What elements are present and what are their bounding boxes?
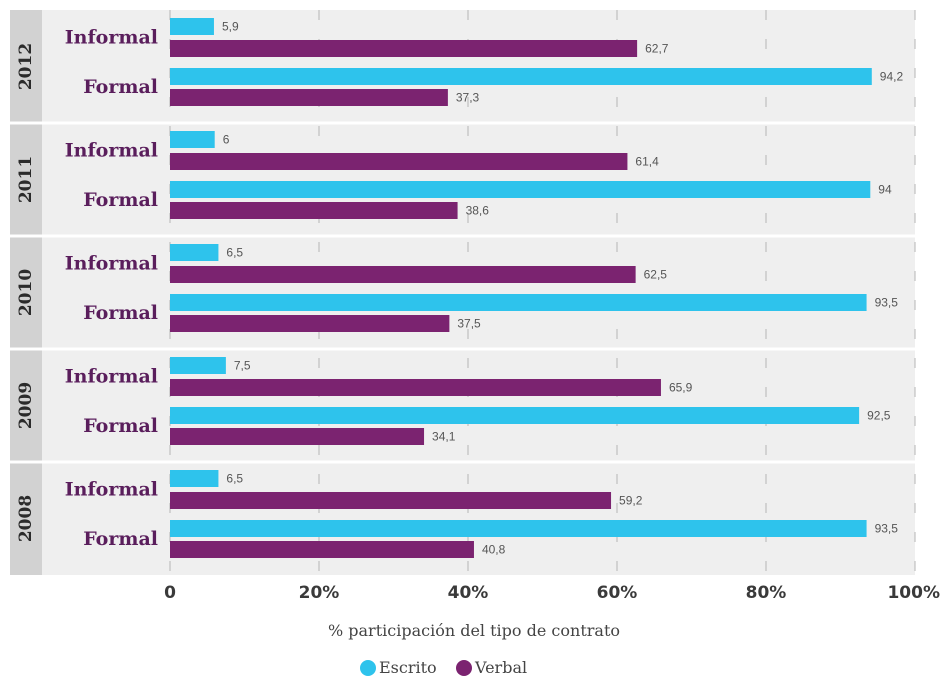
year-label: 2012 [16, 43, 36, 90]
value-label-escrito: 94,2 [880, 70, 904, 84]
bar-verbal [170, 428, 425, 445]
category-label: Formal [83, 528, 158, 550]
category-label: Formal [83, 415, 158, 437]
value-label-verbal: 65,9 [669, 381, 693, 395]
value-label-verbal: 61,4 [635, 155, 659, 169]
category-label: Informal [65, 253, 158, 275]
value-label-escrito: 93,5 [875, 296, 899, 310]
year-label: 2010 [16, 269, 36, 316]
category-label: Formal [83, 76, 158, 98]
value-label-escrito: 92,5 [867, 409, 891, 423]
value-label-escrito: 7,5 [234, 359, 251, 373]
legend-label-escrito: Escrito [379, 658, 437, 677]
bar-verbal [170, 315, 450, 332]
bar-verbal [170, 379, 661, 396]
labels: 2012 2011 2010 2009 2008 Informal 5,9 62,7 Forma… [16, 20, 903, 557]
bar-escrito [170, 68, 872, 85]
bar-verbal [170, 40, 638, 57]
bar-escrito [170, 294, 867, 311]
value-label-verbal: 38,6 [466, 204, 490, 218]
value-label-verbal: 34,1 [432, 430, 456, 444]
value-label-verbal: 62,7 [645, 42, 669, 56]
bar-verbal [170, 202, 458, 219]
category-label: Informal [65, 27, 158, 49]
value-label-verbal: 40,8 [482, 543, 506, 557]
bar-escrito [170, 18, 214, 35]
bar-escrito [170, 181, 871, 198]
bar-escrito [170, 357, 226, 374]
bar-escrito [170, 470, 219, 487]
value-label-verbal: 59,2 [619, 494, 643, 508]
tick-label: 20% [299, 583, 340, 603]
tick-label: 60% [597, 583, 638, 603]
value-label-verbal: 37,5 [457, 317, 481, 331]
value-label-escrito: 6,5 [226, 246, 243, 260]
group-band [10, 236, 915, 349]
bar-verbal [170, 153, 628, 170]
group-band [10, 10, 915, 123]
year-tab [10, 462, 42, 575]
year-label: 2008 [16, 495, 36, 542]
bar-verbal [170, 541, 474, 558]
bar-verbal [170, 266, 636, 283]
category-label: Informal [65, 479, 158, 501]
bar-verbal [170, 492, 612, 509]
year-tab [10, 349, 42, 462]
category-label: Formal [83, 189, 158, 211]
tick-label: 100% [887, 583, 940, 603]
value-label-escrito: 94 [878, 183, 892, 197]
year-label: 2009 [16, 382, 36, 429]
group-band [10, 123, 915, 236]
value-label-verbal: 37,3 [456, 91, 480, 105]
group-band [10, 349, 915, 462]
value-label-verbal: 62,5 [644, 268, 668, 282]
tick-label: 40% [448, 583, 489, 603]
legend: Escrito Verbal [360, 658, 527, 677]
value-label-escrito: 6 [223, 133, 230, 147]
category-label: Informal [65, 140, 158, 162]
legend-label-verbal: Verbal [474, 658, 527, 677]
x-axis: 0 20% 40% 60% 80% 100% [164, 583, 940, 603]
bars [170, 18, 872, 558]
bar-escrito [170, 407, 860, 424]
value-label-escrito: 5,9 [222, 20, 239, 34]
value-label-escrito: 93,5 [875, 522, 899, 536]
bar-escrito [170, 520, 867, 537]
tick-label: 0 [164, 583, 176, 603]
year-tab [10, 123, 42, 236]
year-tab [10, 10, 42, 123]
category-label: Informal [65, 366, 158, 388]
bar-escrito [170, 244, 219, 261]
bar-verbal [170, 89, 448, 106]
value-label-escrito: 6,5 [226, 472, 243, 486]
year-tab [10, 236, 42, 349]
year-label: 2011 [16, 156, 36, 203]
category-label: Formal [83, 302, 158, 324]
bar-escrito [170, 131, 215, 148]
x-axis-title: % participación del tipo de contrato [328, 621, 620, 640]
legend-swatch-escrito [360, 660, 376, 676]
tick-label: 80% [746, 583, 787, 603]
legend-swatch-verbal [456, 660, 472, 676]
